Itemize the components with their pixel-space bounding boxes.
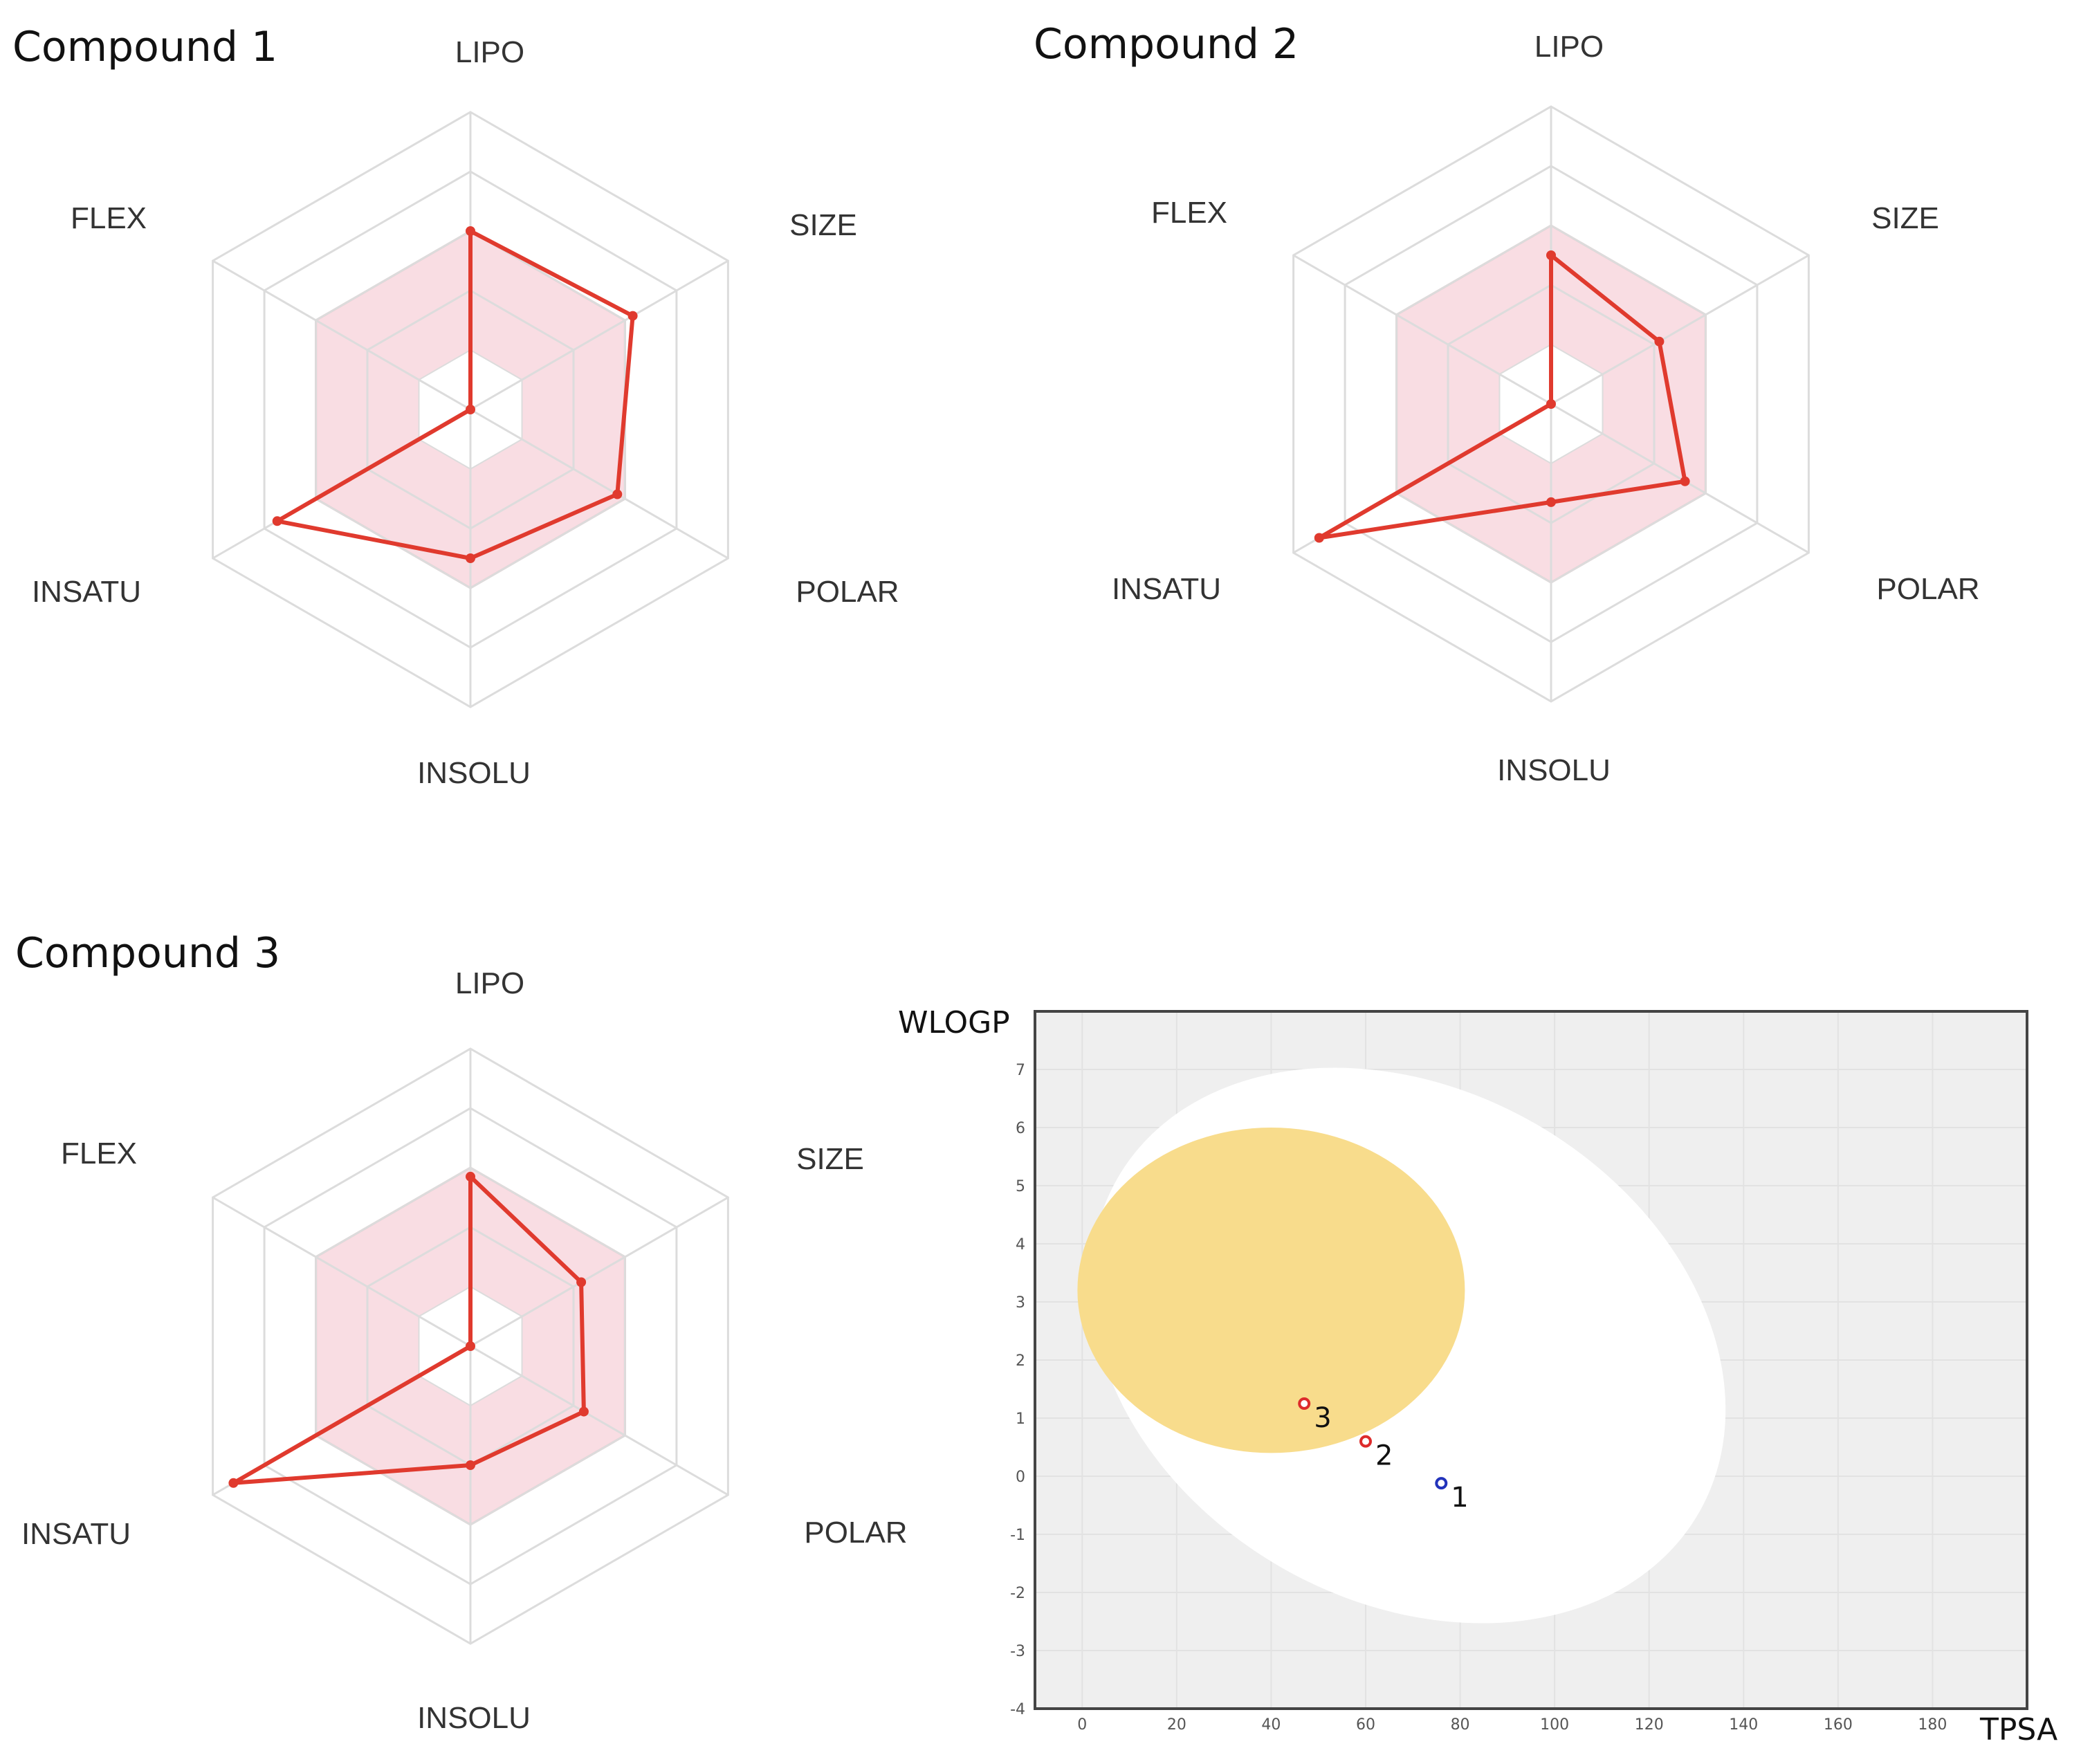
radar-chart-compound-2: LIPO SIZE POLAR INSOLU INSATU FLEX xyxy=(1112,30,1980,787)
axis-label-insolu: INSOLU xyxy=(417,1701,531,1735)
point-3 xyxy=(1298,1397,1311,1410)
x-tick-100: 100 xyxy=(1540,1716,1569,1734)
axis-ticks: 0 20 40 60 80 100 120 140 160 180 -4 -3 -2 -1 0 1 2 3 4 5 6 7 xyxy=(1010,1062,1947,1734)
y-tick-5: 5 xyxy=(1016,1178,1025,1195)
data-point-flex xyxy=(466,405,475,414)
data-point-lipo xyxy=(466,1171,475,1182)
x-tick-160: 160 xyxy=(1824,1716,1853,1734)
axis-label-insolu: INSOLU xyxy=(417,756,531,790)
axis-label-size: SIZE xyxy=(796,1142,864,1176)
x-tick-140: 140 xyxy=(1729,1716,1758,1734)
y-tick--1: -1 xyxy=(1010,1527,1025,1544)
spoke-flex xyxy=(212,1196,471,1348)
x-axis-label: TPSA xyxy=(1979,1712,2057,1747)
compound-3-title: Compound 3 xyxy=(15,929,280,977)
data-point-polar xyxy=(1680,476,1690,486)
data-point-polar xyxy=(612,489,623,499)
data-point-insolu xyxy=(466,1460,475,1470)
point-label-2: 2 xyxy=(1375,1440,1393,1472)
spoke-size xyxy=(470,1196,729,1348)
data-point-insatu xyxy=(272,516,282,526)
boiled-egg-plot: 0 20 40 60 80 100 120 140 160 180 -4 -3 -2 -1 0 1 2 3 4 5 6 7… xyxy=(898,1005,2057,1747)
data-point-insatu xyxy=(228,1478,239,1488)
x-tick-0: 0 xyxy=(1077,1716,1087,1734)
egg-regions xyxy=(1077,1067,1726,1624)
y-axis-label: WLOGP xyxy=(898,1005,1010,1040)
data-point-size xyxy=(627,311,638,321)
y-tick-4: 4 xyxy=(1016,1236,1025,1253)
compound-2-title: Compound 2 xyxy=(1034,20,1299,68)
y-tick-0: 0 xyxy=(1016,1469,1025,1486)
radar-chart-compound-3: LIPO SIZE POLAR INSOLU INSATU FLEX xyxy=(21,966,908,1735)
axis-label-lipo: LIPO xyxy=(455,966,524,1000)
x-tick-40: 40 xyxy=(1261,1716,1281,1734)
data-point-polar xyxy=(578,1406,589,1417)
data-point-insatu xyxy=(1314,533,1324,543)
y-tick-2: 2 xyxy=(1016,1352,1025,1370)
axis-label-insolu: INSOLU xyxy=(1497,753,1611,787)
x-tick-60: 60 xyxy=(1356,1716,1375,1734)
point-1 xyxy=(1435,1477,1448,1490)
region-yolk xyxy=(1077,1128,1465,1453)
axis-label-flex: FLEX xyxy=(1151,196,1227,230)
x-tick-120: 120 xyxy=(1635,1716,1664,1734)
y-tick-6: 6 xyxy=(1016,1120,1025,1137)
spoke-size xyxy=(1550,254,1810,405)
x-tick-80: 80 xyxy=(1451,1716,1470,1734)
axis-label-lipo: LIPO xyxy=(1534,30,1604,64)
data-point-insolu xyxy=(1546,497,1556,507)
x-tick-20: 20 xyxy=(1167,1716,1186,1734)
radar-chart-compound-1: LIPO SIZE POLAR INSOLU INSATU FLEX xyxy=(32,35,899,790)
axis-label-polar: POLAR xyxy=(804,1516,907,1550)
axis-label-insatu: INSATU xyxy=(21,1517,131,1551)
spoke-flex xyxy=(1292,254,1552,405)
data-points: 1 2 3 xyxy=(1298,1397,1469,1514)
axis-label-size: SIZE xyxy=(789,208,857,242)
y-tick-7: 7 xyxy=(1016,1062,1025,1079)
plot-frame xyxy=(1034,1010,2028,1710)
axis-label-insatu: INSATU xyxy=(32,575,141,609)
y-tick--2: -2 xyxy=(1010,1585,1025,1602)
y-tick--4: -4 xyxy=(1010,1701,1025,1718)
point-2 xyxy=(1359,1435,1372,1448)
data-point-flex xyxy=(466,1341,475,1351)
y-tick-3: 3 xyxy=(1016,1294,1025,1312)
spoke-flex xyxy=(212,259,471,411)
data-point-size xyxy=(576,1277,587,1287)
spoke-polar xyxy=(470,1345,729,1496)
data-point-lipo xyxy=(466,226,475,236)
axis-label-polar: POLAR xyxy=(796,575,899,609)
y-tick--3: -3 xyxy=(1010,1643,1025,1660)
compound-1-title: Compound 1 xyxy=(12,23,277,71)
data-point-flex xyxy=(1546,399,1556,409)
point-label-1: 1 xyxy=(1451,1482,1468,1514)
axis-label-polar: POLAR xyxy=(1876,572,1979,606)
spoke-polar xyxy=(470,408,729,560)
point-label-3: 3 xyxy=(1314,1402,1331,1434)
spoke-polar xyxy=(1550,403,1810,554)
data-point-insolu xyxy=(466,553,475,563)
axis-label-insatu: INSATU xyxy=(1112,572,1221,606)
spoke-size xyxy=(470,259,729,411)
axis-label-lipo: LIPO xyxy=(455,35,524,69)
data-point-lipo xyxy=(1546,250,1556,260)
axis-label-flex: FLEX xyxy=(61,1137,137,1170)
y-tick-1: 1 xyxy=(1016,1411,1025,1428)
x-tick-180: 180 xyxy=(1918,1716,1947,1734)
axis-label-flex: FLEX xyxy=(71,201,147,235)
axis-label-size: SIZE xyxy=(1871,201,1939,235)
data-point-size xyxy=(1654,336,1665,347)
